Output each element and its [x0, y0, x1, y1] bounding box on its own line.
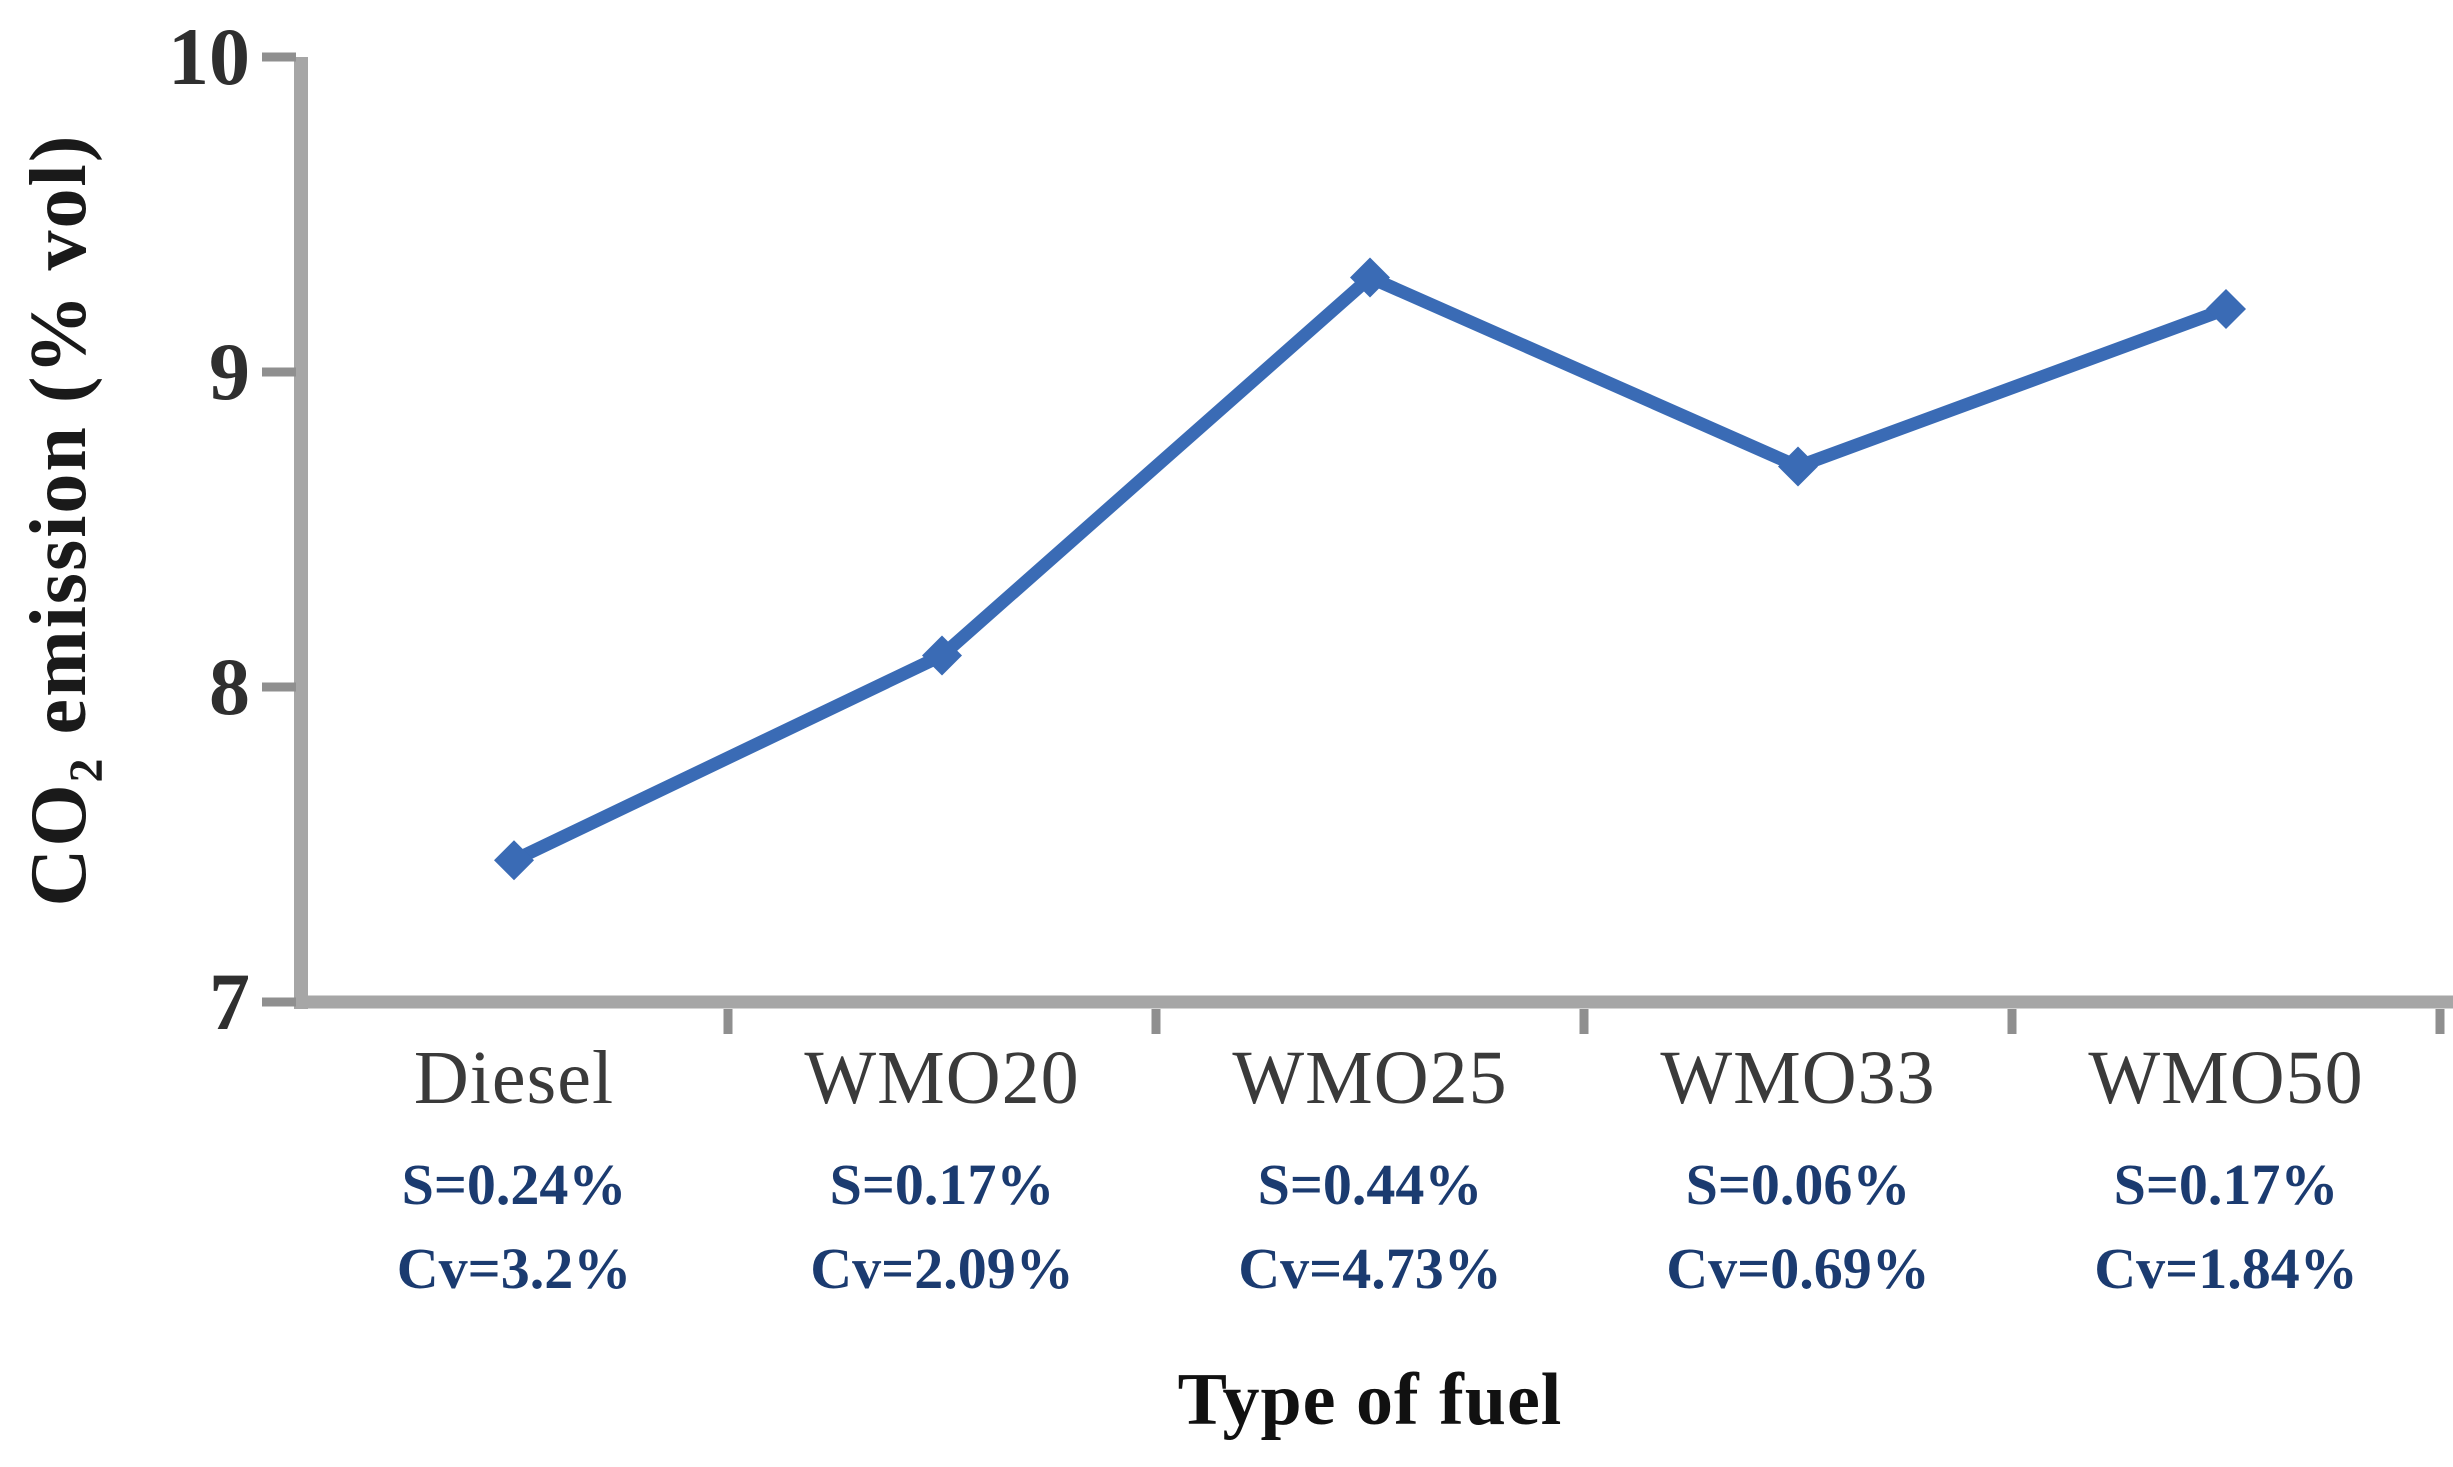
y-tick-label-10: 10: [168, 11, 250, 102]
x-axis-area: Diesel S=0.24% Cv=3.2% WMO20 S=0.17% Cv=…: [300, 1040, 2440, 1298]
category-label: WMO25: [1232, 1036, 1508, 1120]
cv-annotation: Cv=2.09%: [810, 1236, 1074, 1301]
y-axis-title: CO2 emission (% vol): [14, 134, 114, 907]
sulfur-annotation: S=0.06%: [1685, 1152, 1911, 1217]
data-point-marker: [1350, 257, 1390, 298]
sulfur-annotation: S=0.17%: [2113, 1152, 2339, 1217]
data-point-marker: [2206, 289, 2246, 329]
cv-annotation: Cv=4.73%: [1238, 1236, 1502, 1301]
x-axis-title: Type of fuel: [1177, 1359, 1563, 1441]
category-label: Diesel: [413, 1036, 615, 1120]
y-tick-label-8: 8: [209, 641, 250, 732]
category-group-diesel: Diesel S=0.24% Cv=3.2%: [300, 1040, 728, 1298]
cv-annotation: Cv=1.84%: [2094, 1236, 2358, 1301]
category-group-wmo50: WMO50 S=0.17% Cv=1.84%: [2012, 1040, 2440, 1298]
category-label: WMO50: [2088, 1036, 2364, 1120]
y-axis-title-subscript: 2: [59, 756, 113, 783]
category-group-wmo25: WMO25 S=0.44% Cv=4.73%: [1156, 1040, 1584, 1298]
sulfur-annotation: S=0.44%: [1257, 1152, 1483, 1217]
category-label: WMO20: [804, 1036, 1080, 1120]
sulfur-annotation: S=0.24%: [401, 1152, 627, 1217]
data-point-marker: [922, 635, 962, 676]
sulfur-annotation: S=0.17%: [829, 1152, 1055, 1217]
y-tick-label-7: 7: [209, 956, 250, 1047]
data-point-marker: [1778, 446, 1818, 487]
category-group-wmo20: WMO20 S=0.17% Cv=2.09%: [728, 1040, 1156, 1298]
y-axis-title-prefix: CO: [15, 782, 104, 907]
y-tick-label-9: 9: [209, 326, 250, 417]
category-label: WMO33: [1660, 1036, 1936, 1120]
co2-series-line: [507, 271, 2233, 867]
data-point-marker: [494, 840, 534, 881]
category-group-wmo33: WMO33 S=0.06% Cv=0.69%: [1584, 1040, 2012, 1298]
cv-annotation: Cv=3.2%: [396, 1236, 632, 1301]
cv-annotation: Cv=0.69%: [1666, 1236, 1930, 1301]
